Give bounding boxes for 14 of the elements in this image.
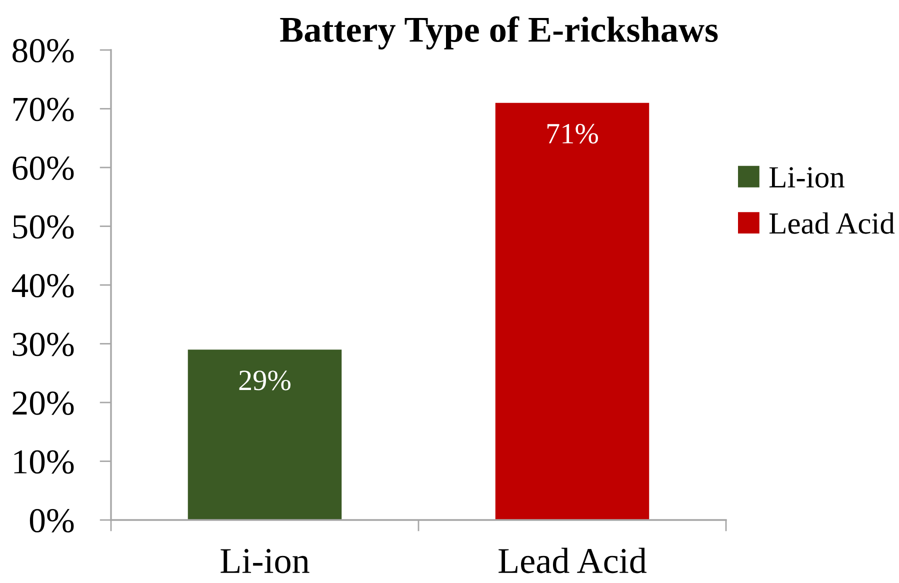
data-label: 29% [239, 370, 290, 390]
y-tick-label: 50% [13, 215, 74, 239]
y-tick-label: 70% [14, 98, 74, 122]
y-tick-label: 20% [12, 391, 74, 416]
y-tick-label: 10% [14, 450, 74, 474]
y-tick-label: 0% [30, 508, 74, 533]
y-tick-label: 60% [12, 156, 74, 180]
y-tick-label: 30% [12, 332, 74, 356]
legend-label: Lead Acid [769, 212, 895, 234]
data-label: 71% [547, 124, 598, 144]
legend-label: Li-ion [769, 167, 844, 188]
chart-title: Battery Type of E-rickshaws [280, 16, 718, 50]
y-tick-label: 80% [12, 38, 74, 63]
y-tick-label: 40% [12, 274, 74, 298]
